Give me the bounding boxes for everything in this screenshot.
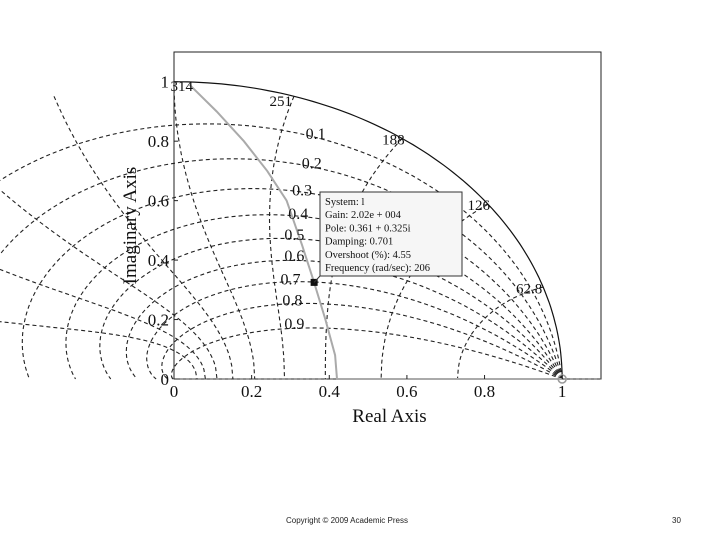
- y-tick-label: 0.8: [148, 132, 169, 151]
- datatip-line: Pole: 0.361 + 0.325i: [325, 223, 411, 234]
- grid-labels: 0.1 0.2 0.3 0.4 0.5 0.6 0.7 0.8 0.9 314 251 188 126 6…: [171, 79, 543, 333]
- damping-label: 0.2: [302, 156, 322, 173]
- x-tick-label: 0: [170, 382, 179, 401]
- y-axis-label: Imaginary Axis: [120, 167, 141, 285]
- frequency-label: 188: [382, 133, 405, 149]
- x-tick-label: 1: [558, 382, 567, 401]
- damping-label: 0.4: [288, 206, 308, 223]
- frequency-curve: [53, 96, 234, 380]
- frequency-curve: [268, 96, 295, 380]
- x-tick-label: 0.8: [474, 382, 495, 401]
- damping-label: 0.1: [306, 126, 326, 143]
- damping-curve: [125, 259, 563, 380]
- frequency-curve: [0, 189, 218, 380]
- frequency-label: 62.8: [516, 281, 542, 297]
- damping-label: 0.9: [284, 316, 304, 333]
- damping-label: 0.5: [284, 227, 304, 244]
- damping-curve: [99, 237, 563, 380]
- damping-curve: [0, 158, 563, 380]
- datatip-line: Gain: 2.02e + 004: [325, 210, 402, 221]
- damping-curve: [146, 281, 563, 380]
- x-axis-label: Real Axis: [352, 406, 426, 427]
- copyright-text: Copyright © 2009 Academic Press: [286, 516, 408, 525]
- y-tick-label: 1: [161, 73, 170, 92]
- axis-ticks: 0 0.2 0.4 0.6 0.8 1 0 0.2 0.4 0.6 0.8 1: [148, 73, 567, 401]
- locus-branch: [188, 83, 563, 380]
- x-tick-label: 0.6: [396, 382, 417, 401]
- frequency-curve: [0, 268, 206, 380]
- datatip-line: Overshoot (%): 4.55: [325, 250, 411, 261]
- unit-circle: [173, 81, 563, 380]
- datatip[interactable]: System: l Gain: 2.02e + 004 Pole: 0.361 + …: [313, 191, 463, 283]
- frequency-curve: [0, 321, 198, 380]
- frequency-label: 126: [467, 198, 490, 214]
- frequency-curve: [173, 81, 256, 380]
- damping-label: 0.3: [292, 182, 312, 199]
- datatip-box: [319, 191, 463, 277]
- frequency-curve: [324, 138, 403, 380]
- x-tick-label: 0.2: [241, 382, 262, 401]
- datatip-line: Damping: 0.701: [325, 237, 393, 248]
- damping-label: 0.7: [280, 272, 300, 289]
- datatip-pointer: [313, 275, 321, 283]
- y-tick-label: 0.4: [148, 251, 170, 270]
- x-tick-label: 0.4: [319, 382, 341, 401]
- damping-curve: [21, 188, 563, 380]
- damping-curve: [170, 327, 563, 380]
- page-number: 30: [672, 516, 681, 525]
- frequency-label: 314: [171, 79, 194, 95]
- damping-label: 0.8: [282, 292, 302, 309]
- damping-label: 0.6: [284, 248, 304, 265]
- datatip-line: System: l: [325, 197, 364, 208]
- frequency-curve: [456, 286, 544, 380]
- damping-curve: [161, 302, 563, 380]
- datatip-line: Frequency (rad/sec): 206: [325, 263, 430, 274]
- frequency-label: 251: [270, 94, 293, 110]
- y-tick-label: 0: [161, 370, 170, 389]
- y-tick-label: 0.6: [148, 192, 169, 211]
- y-tick-label: 0.2: [148, 311, 169, 330]
